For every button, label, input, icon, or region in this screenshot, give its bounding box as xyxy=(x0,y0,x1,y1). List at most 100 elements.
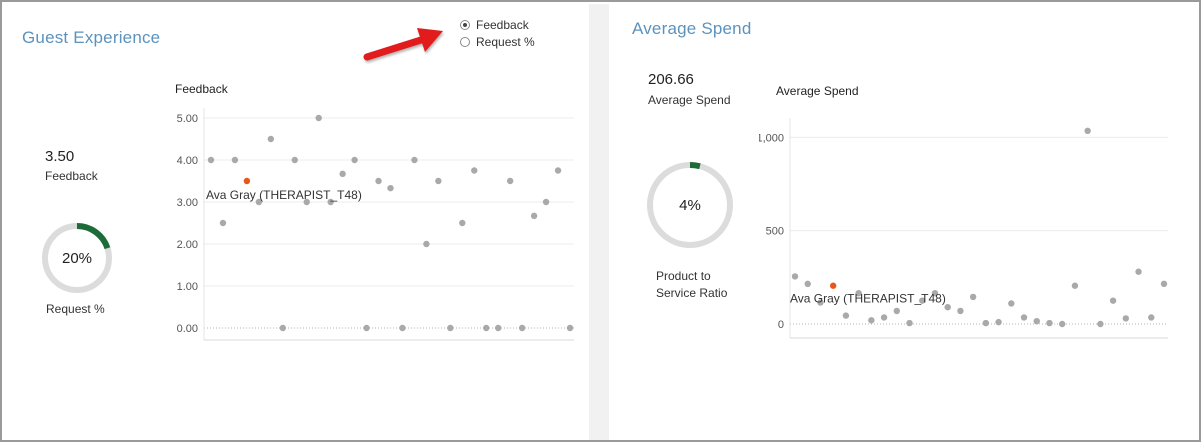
data-point xyxy=(1097,320,1104,328)
data-point xyxy=(231,156,239,164)
data-point xyxy=(1046,319,1053,327)
data-point xyxy=(1135,268,1142,275)
data-point xyxy=(387,184,394,192)
radio-option-request[interactable]: Request % xyxy=(460,33,535,50)
data-point xyxy=(880,314,888,321)
feedback-kpi-label: Feedback xyxy=(45,169,98,183)
data-point xyxy=(459,219,466,227)
data-point xyxy=(1148,314,1155,321)
data-point xyxy=(411,156,418,164)
data-point xyxy=(506,177,514,185)
product-service-gauge-label: 4% xyxy=(679,197,701,214)
highlight-annotation: Ava Gray (THERAPIST_T48) xyxy=(206,188,362,202)
feedback-kpi-value: 3.50 xyxy=(45,148,75,165)
data-point xyxy=(957,307,964,315)
data-point xyxy=(267,135,275,143)
y-tick-label: 4.00 xyxy=(177,155,198,167)
data-point xyxy=(1109,297,1117,304)
data-point xyxy=(327,198,334,206)
data-point xyxy=(435,177,442,185)
average-spend-title: Average Spend xyxy=(632,19,752,38)
data-point xyxy=(906,319,913,327)
data-point xyxy=(495,324,502,332)
feedback-scatter-chart: 0.00 1.00 2.00 3.00 4.00 5.00 Ava Gray (THERAP… xyxy=(177,108,574,341)
data-point xyxy=(399,324,406,332)
radio-label-feedback: Feedback xyxy=(476,17,529,32)
data-point xyxy=(944,304,951,311)
data-point xyxy=(931,290,939,297)
highlighted-point xyxy=(829,282,837,289)
data-point xyxy=(471,167,478,174)
data-point xyxy=(554,167,562,174)
average-spend-kpi-value: 206.66 xyxy=(648,71,694,88)
data-point xyxy=(804,280,811,288)
y-tick-label: 3.00 xyxy=(177,197,198,209)
data-point xyxy=(483,324,490,332)
data-point xyxy=(1071,282,1079,289)
average-spend-panel: Average Spend 206.66 Average Spend 4% Pr… xyxy=(609,4,1199,440)
request-gauge: 20% xyxy=(42,223,112,293)
product-service-gauge: 4% xyxy=(647,162,733,248)
average-spend-scatter-chart: 0 500 1,000 Ava Gray (THERAPIST_T48) xyxy=(759,118,1168,339)
average-spend-kpi-label: Average Spend xyxy=(648,93,731,107)
y-tick-label: 0.00 xyxy=(177,323,198,335)
data-point xyxy=(363,324,370,332)
data-point xyxy=(1008,300,1015,307)
data-point xyxy=(855,290,862,297)
highlight-annotation: Ava Gray (THERAPIST_T48) xyxy=(790,292,946,306)
data-point xyxy=(995,318,1002,326)
radio-option-feedback[interactable]: Feedback xyxy=(460,16,535,33)
data-point xyxy=(1059,320,1066,328)
data-point xyxy=(279,324,286,332)
red-arrow-icon xyxy=(363,28,443,61)
data-point xyxy=(969,293,977,301)
request-gauge-caption: Request % xyxy=(46,302,105,316)
data-point xyxy=(351,156,358,164)
data-point xyxy=(893,307,900,315)
product-service-gauge-fill xyxy=(647,162,733,248)
measure-selector: Feedback Request % xyxy=(460,16,535,50)
radio-unselected-icon[interactable] xyxy=(460,36,470,47)
data-point xyxy=(447,324,454,332)
feedback-chart-title: Feedback xyxy=(175,82,228,96)
y-tick-label: 500 xyxy=(766,226,784,238)
y-tick-label: 5.00 xyxy=(177,113,198,125)
data-point xyxy=(207,156,215,164)
data-point xyxy=(303,198,310,206)
data-point xyxy=(1160,280,1168,288)
data-point xyxy=(1020,314,1028,321)
data-point xyxy=(817,299,824,306)
data-point xyxy=(219,219,227,227)
y-tick-label: 2.00 xyxy=(177,239,198,251)
request-gauge-label: 20% xyxy=(62,250,92,267)
data-point xyxy=(1033,318,1040,325)
highlighted-point xyxy=(243,177,251,185)
radio-label-request: Request % xyxy=(476,34,535,49)
data-point xyxy=(1122,315,1130,322)
data-point xyxy=(530,212,538,220)
data-point xyxy=(868,317,875,324)
radio-selected-icon[interactable] xyxy=(460,19,470,30)
data-point xyxy=(339,170,346,178)
data-point xyxy=(255,198,263,206)
y-tick-label: 1,000 xyxy=(759,132,784,144)
data-point xyxy=(423,240,430,248)
data-point xyxy=(791,273,799,280)
product-service-caption-line1: Product to xyxy=(656,269,711,283)
guest-experience-title: Guest Experience xyxy=(22,28,161,47)
panel-divider xyxy=(589,4,609,440)
data-point xyxy=(375,177,382,185)
data-point xyxy=(919,297,926,304)
data-point xyxy=(315,114,322,122)
y-tick-label: 0 xyxy=(778,319,784,331)
data-point xyxy=(518,324,526,332)
data-point xyxy=(291,156,298,164)
request-gauge-fill xyxy=(42,223,112,293)
product-service-caption-line2: Service Ratio xyxy=(656,286,728,300)
data-point xyxy=(982,319,990,327)
data-point xyxy=(566,324,574,332)
data-point xyxy=(1084,127,1091,134)
guest-experience-panel: Guest Experience 3.50 Feedback 20% Reque… xyxy=(4,4,589,440)
data-point xyxy=(842,312,850,319)
